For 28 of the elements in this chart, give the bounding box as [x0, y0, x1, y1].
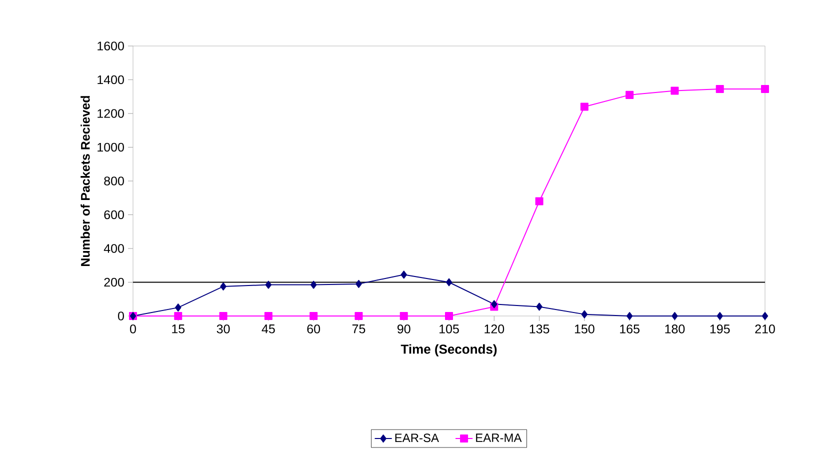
x-tick-label: 135: [530, 324, 550, 334]
y-tick-label: 1200: [98, 109, 124, 118]
y-tick-label: 1000: [98, 142, 124, 152]
x-tick-label: 60: [307, 324, 320, 334]
x-tick-label: 75: [352, 324, 366, 334]
x-tick-label: 15: [172, 324, 185, 334]
y-tick-label: 1400: [98, 75, 124, 84]
x-tick-label: 30: [216, 324, 230, 334]
x-tick-label: 45: [262, 324, 275, 334]
x-tick-label: 195: [710, 324, 730, 334]
y-axis-title: Number of Packets Recieved: [80, 96, 90, 266]
y-tick-label: 400: [104, 244, 124, 253]
x-tick-label: 90: [397, 324, 410, 334]
x-tick-label: 165: [620, 324, 640, 334]
x-tick-label: 0: [130, 324, 136, 334]
x-tick-label: 180: [665, 324, 685, 334]
y-tick-label: 200: [104, 278, 124, 287]
y-tick-label: 800: [104, 176, 124, 186]
x-tick-label: 210: [755, 324, 775, 334]
y-tick-label: 1600: [98, 42, 124, 50]
x-axis-title: Time (Seconds): [400, 344, 497, 356]
x-tick-label: 105: [440, 324, 459, 334]
legend-label: EAR-SA: [395, 434, 439, 442]
x-tick-label: 150: [574, 324, 594, 334]
legend-label: EAR-MA: [476, 434, 522, 442]
y-tick-label: 600: [104, 210, 124, 220]
y-tick-label: 0: [118, 312, 124, 320]
x-tick-label: 120: [484, 324, 504, 334]
